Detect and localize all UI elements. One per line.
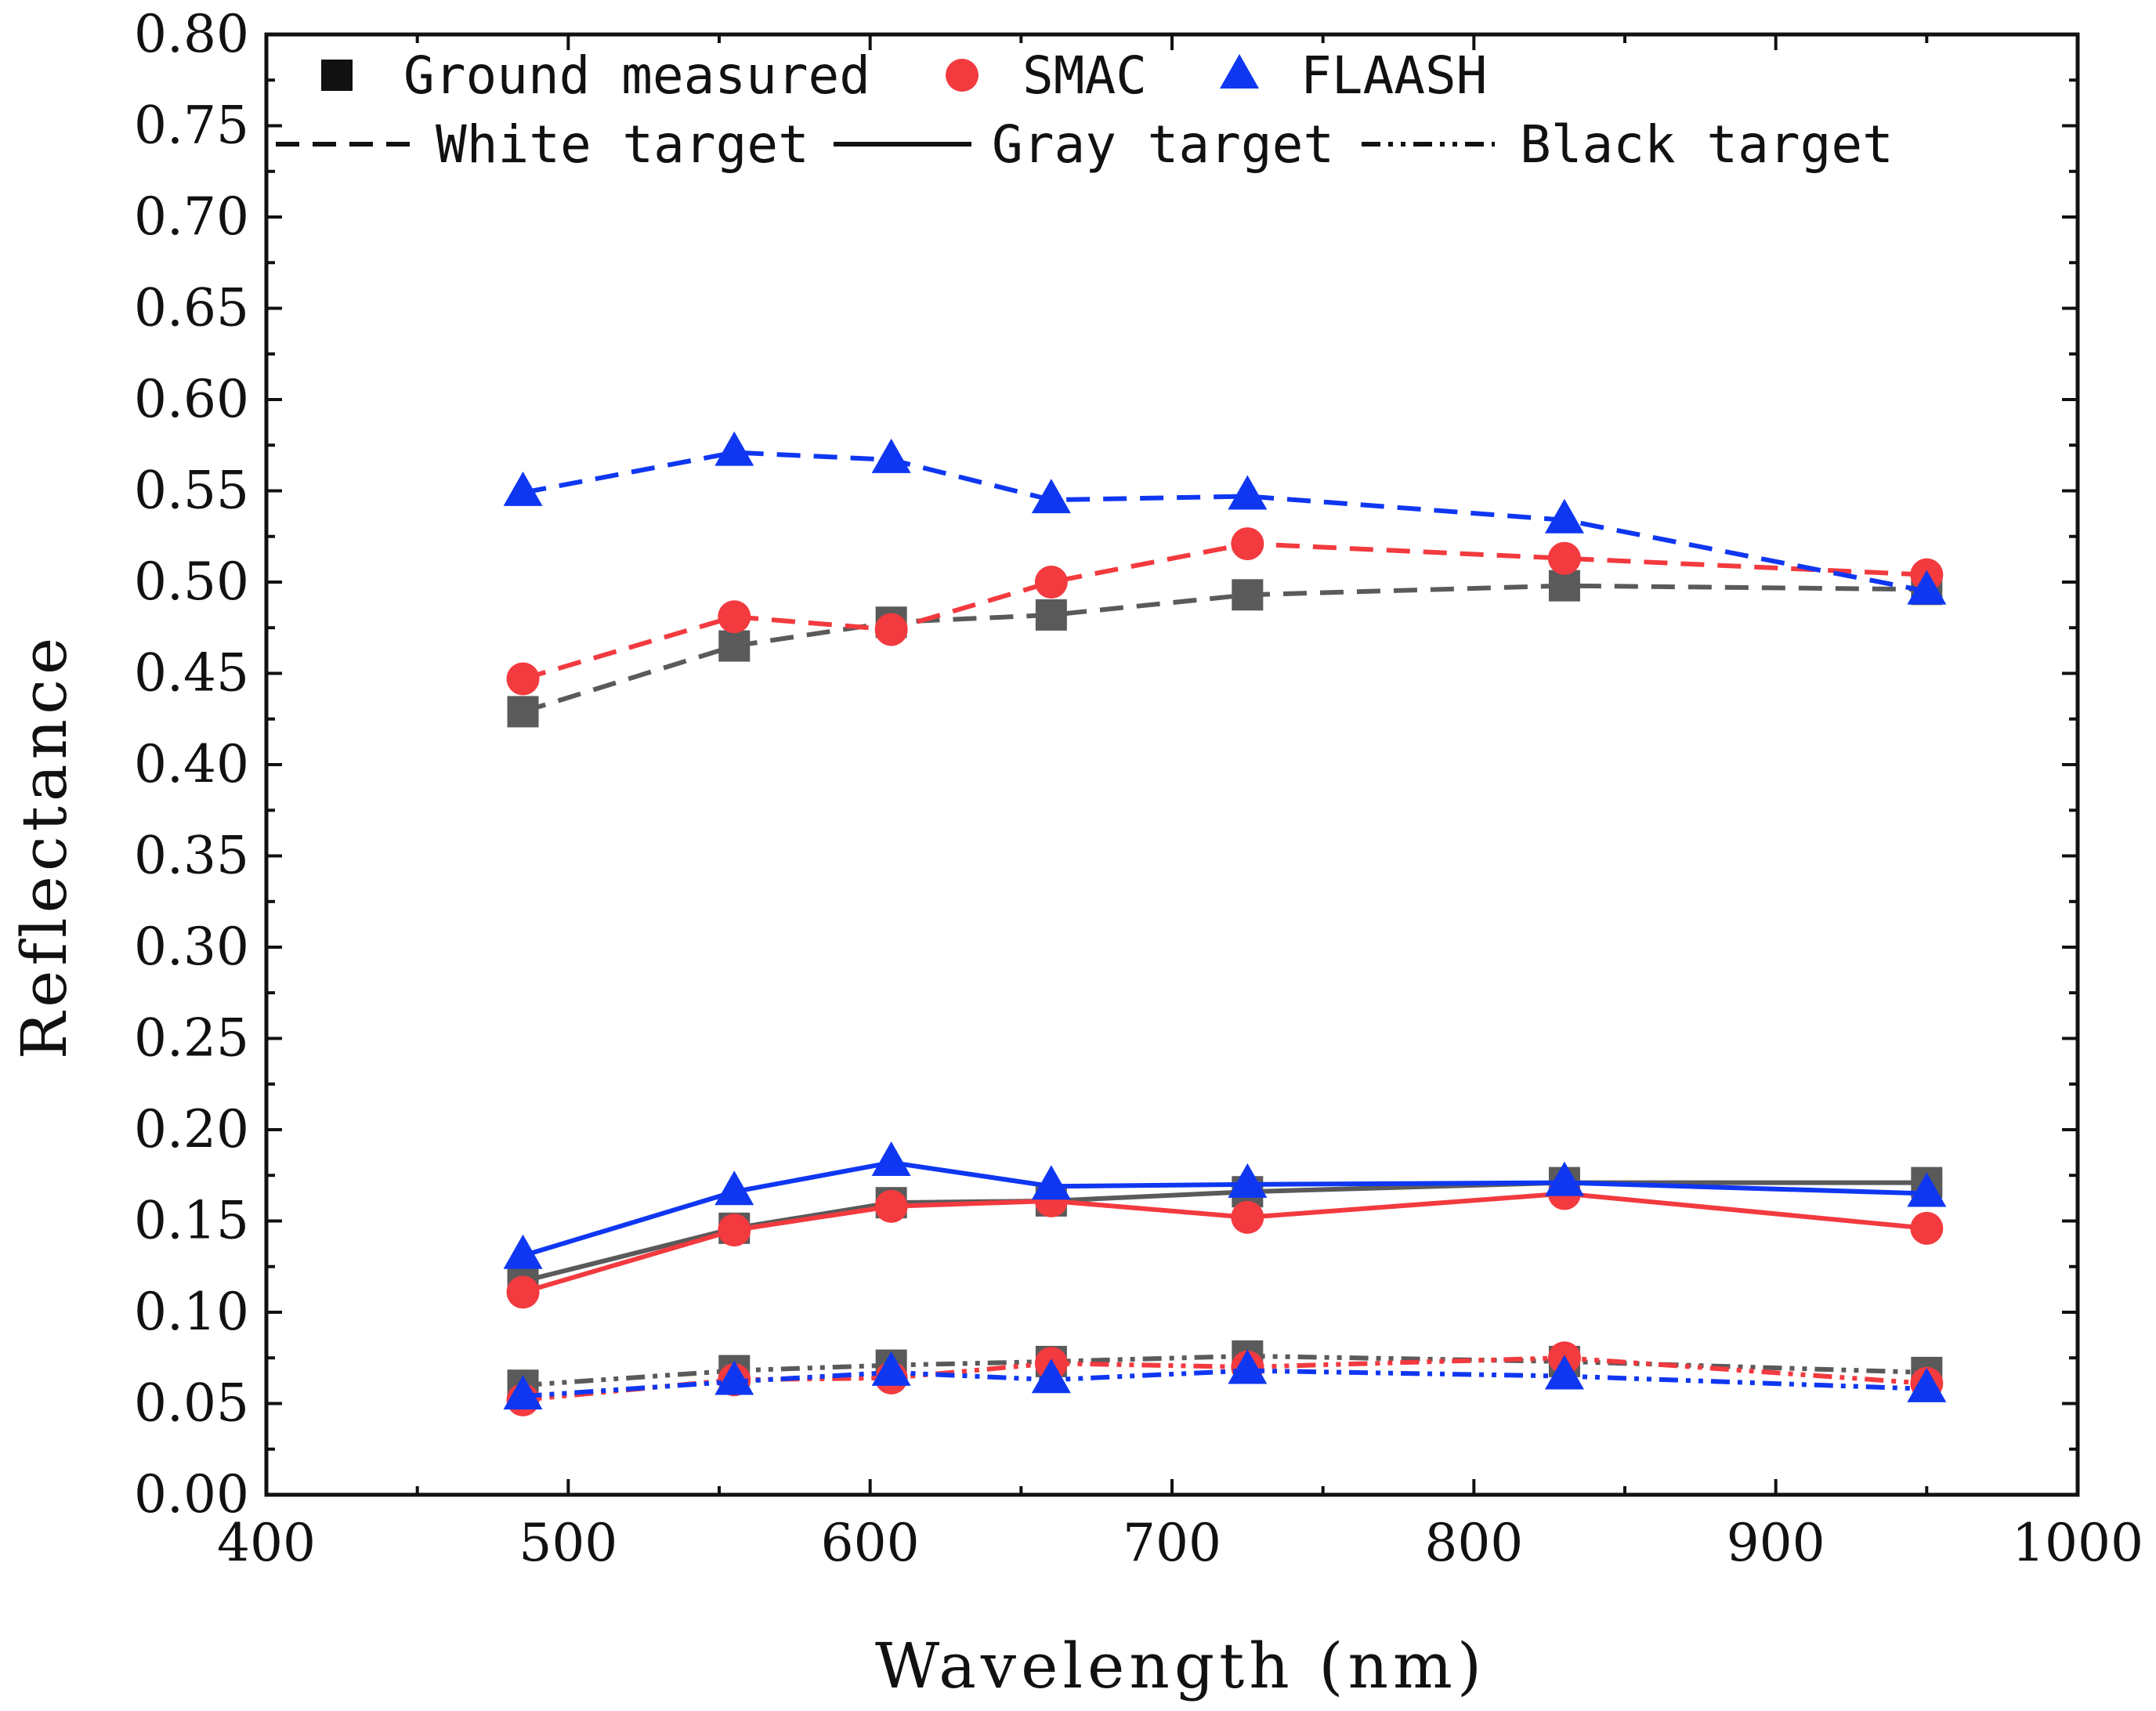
y-tick-label: 0.75 (134, 96, 249, 156)
data-point-smac-white (1547, 541, 1581, 575)
legend-item-ground: Ground measured (321, 45, 870, 106)
data-point-flaash-black (503, 1375, 543, 1410)
data-point-flaash-white (871, 438, 911, 473)
data-point-flaash-black (1228, 1349, 1268, 1384)
data-point-smac-white (874, 613, 908, 646)
data-point-flaash-gray (1544, 1161, 1584, 1196)
legend-item-smac: SMAC (946, 45, 1147, 106)
data-point-ground-white (1548, 570, 1580, 602)
x-tick-label: 800 (1424, 1513, 1523, 1573)
y-tick-label: 0.15 (134, 1191, 249, 1251)
series-flaash-black (503, 1349, 1947, 1410)
data-point-smac-white (1231, 527, 1264, 561)
data-point-smac-gray (1910, 1211, 1944, 1245)
legend-marker-smac (946, 59, 979, 92)
data-point-smac-gray (718, 1214, 751, 1247)
y-tick-label: 0.20 (134, 1099, 249, 1159)
plot-area (503, 431, 1947, 1416)
legend-label-white: White target (436, 114, 809, 175)
y-tick-label: 0.45 (134, 643, 249, 704)
x-tick-label: 600 (821, 1513, 920, 1573)
y-tick-label: 0.30 (134, 917, 249, 977)
legend-item-gray: Gray target (834, 114, 1334, 175)
x-tick-label: 1000 (2012, 1513, 2143, 1573)
data-point-flaash-black (871, 1351, 911, 1386)
data-point-ground-white (718, 630, 751, 662)
x-axis-title: Wavelength (nm) (875, 1630, 1486, 1702)
x-tick-label: 400 (217, 1513, 316, 1573)
data-point-smac-gray (1231, 1200, 1264, 1234)
data-point-flaash-white (1031, 479, 1071, 514)
y-tick-label: 0.00 (134, 1464, 249, 1525)
data-point-smac-white (506, 662, 540, 696)
data-point-smac-white (1034, 566, 1068, 599)
axes: 400 500 600 700 800 900 1000 0.00 0.05 0.10 0.15 0.… (134, 4, 2143, 1573)
series-flaash-gray (503, 1141, 1947, 1269)
data-point-smac-white (718, 600, 751, 634)
data-point-flaash-white (1228, 475, 1268, 510)
legend-marker-flaash (1220, 54, 1259, 89)
y-tick-label: 0.25 (134, 1008, 249, 1069)
legend-marker-ground (321, 60, 353, 91)
y-tick-label: 0.65 (134, 278, 249, 338)
y-tick-label: 0.10 (134, 1282, 249, 1342)
y-tick-label: 0.05 (134, 1373, 249, 1434)
y-tick-label: 0.60 (134, 369, 249, 429)
data-point-ground-white (1232, 579, 1264, 611)
x-tick-label: 900 (1727, 1513, 1825, 1573)
data-point-flaash-gray (871, 1141, 911, 1176)
y-tick-label: 0.70 (134, 186, 249, 247)
data-point-flaash-gray (1031, 1165, 1071, 1200)
y-tick-label: 0.55 (134, 461, 249, 521)
data-point-flaash-black (1544, 1355, 1584, 1390)
legend-item-flaash: FLAASH (1220, 45, 1487, 106)
data-point-flaash-white (1544, 498, 1584, 534)
y-axis-title: Reflectance (8, 633, 81, 1059)
data-point-smac-gray (874, 1189, 908, 1223)
data-point-flaash-black (1031, 1358, 1071, 1394)
legend-label-smac: SMAC (1022, 45, 1147, 106)
data-point-smac-gray (506, 1275, 540, 1309)
legend-label-flaash: FLAASH (1300, 45, 1487, 106)
y-tick-label: 0.50 (134, 552, 249, 612)
series-ground-white (507, 570, 1943, 728)
legend-item-black: Black target (1362, 114, 1894, 175)
data-point-flaash-gray (714, 1170, 754, 1206)
data-point-flaash-white (503, 471, 543, 506)
y-tick-label: 0.80 (134, 4, 249, 64)
data-point-ground-white (1035, 599, 1067, 631)
x-tick-label: 700 (1123, 1513, 1221, 1573)
data-point-flaash-white (1907, 570, 1947, 605)
legend-label-black: Black target (1520, 114, 1894, 175)
data-point-flaash-black (1907, 1367, 1947, 1402)
series-flaash-white (503, 431, 1947, 605)
data-point-flaash-gray (1907, 1172, 1947, 1207)
legend: Ground measured SMAC FLAASH White target Gra… (276, 45, 1894, 175)
x-tick-label: 500 (519, 1513, 617, 1573)
legend-label-ground: Ground measured (403, 45, 870, 106)
data-point-flaash-black (714, 1360, 754, 1395)
legend-label-gray: Gray target (992, 114, 1334, 175)
data-point-flaash-gray (1228, 1163, 1268, 1198)
y-tick-label: 0.35 (134, 826, 249, 886)
data-point-ground-white (507, 696, 539, 728)
series-smac-white (506, 527, 1944, 696)
y-tick-label: 0.40 (134, 734, 249, 794)
data-point-flaash-white (714, 431, 754, 466)
data-point-flaash-gray (503, 1234, 543, 1269)
legend-item-white: White target (276, 114, 809, 175)
